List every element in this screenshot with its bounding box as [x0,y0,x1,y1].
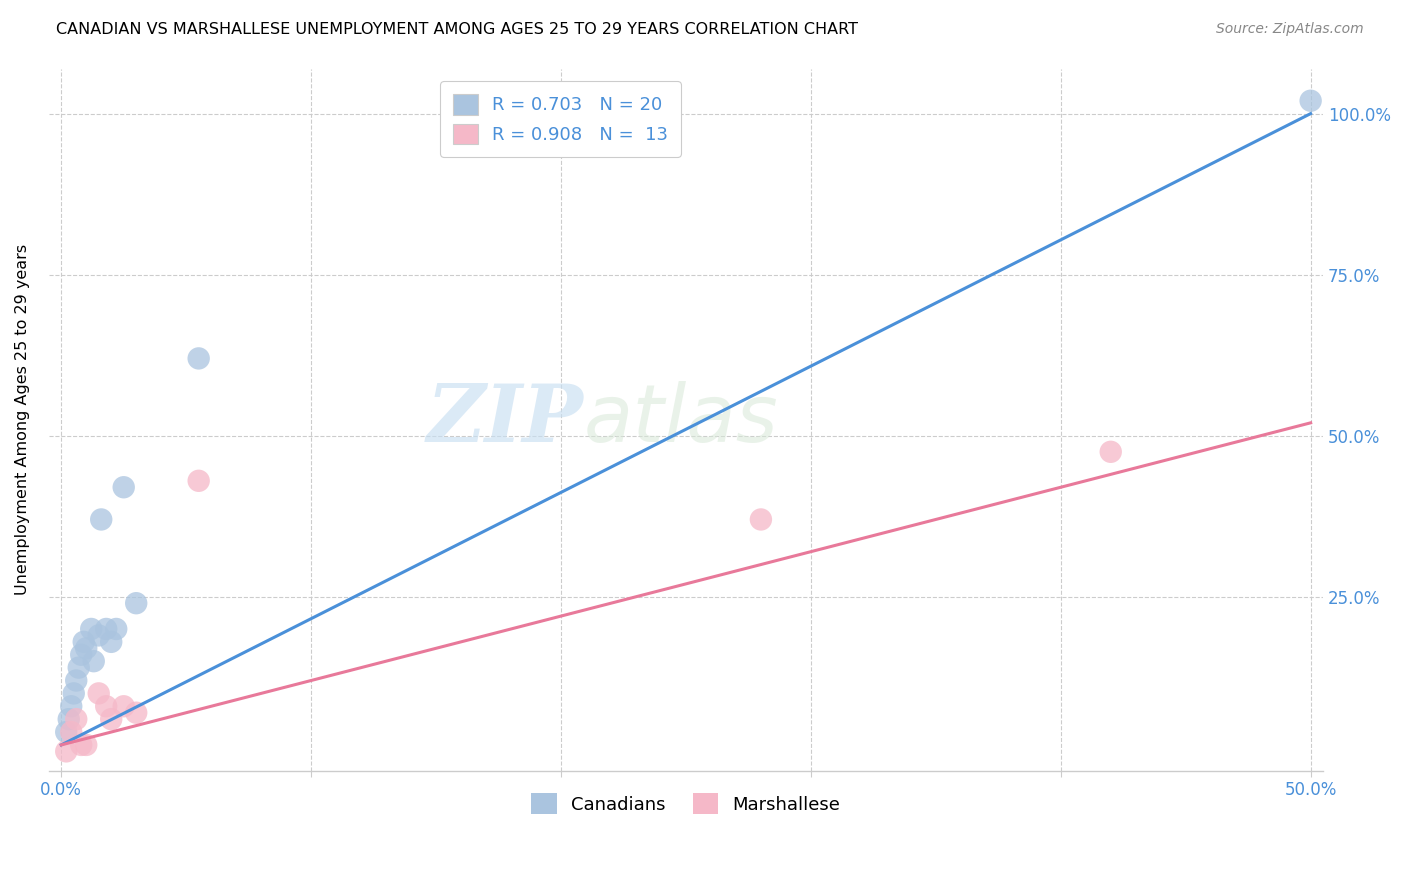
Point [125,596,148,610]
Point [55,725,77,739]
Point [100,635,122,649]
Point [70,648,93,662]
Point [125,706,148,720]
Point [96,622,118,636]
Point [65,673,87,688]
Point [60,725,83,739]
Point [58,712,80,726]
Point [62,686,84,700]
Text: Source: ZipAtlas.com: Source: ZipAtlas.com [1216,22,1364,37]
Point [100,712,122,726]
Point [1099,445,1122,459]
Point [90,512,112,526]
Point [65,712,87,726]
Point [55,744,77,758]
Point [187,351,209,366]
Y-axis label: Unemployment Among Ages 25 to 29 years: Unemployment Among Ages 25 to 29 years [15,244,30,595]
Point [187,474,209,488]
Point [67,660,90,674]
Point [75,641,97,656]
Point [80,622,103,636]
Point [73,635,96,649]
Text: ZIP: ZIP [427,381,583,458]
Legend: Canadians, Marshallese: Canadians, Marshallese [520,782,851,825]
Point [87,628,110,642]
Point [60,699,83,714]
Point [83,654,105,668]
Point [70,738,93,752]
Point [96,699,118,714]
Point [75,738,97,752]
Point [1299,94,1322,108]
Text: atlas: atlas [583,381,779,458]
Point [112,480,135,494]
Text: CANADIAN VS MARSHALLESE UNEMPLOYMENT AMONG AGES 25 TO 29 YEARS CORRELATION CHART: CANADIAN VS MARSHALLESE UNEMPLOYMENT AMO… [56,22,858,37]
Point [87,686,110,700]
Point [112,699,135,714]
Point [105,622,128,636]
Point [749,512,772,526]
